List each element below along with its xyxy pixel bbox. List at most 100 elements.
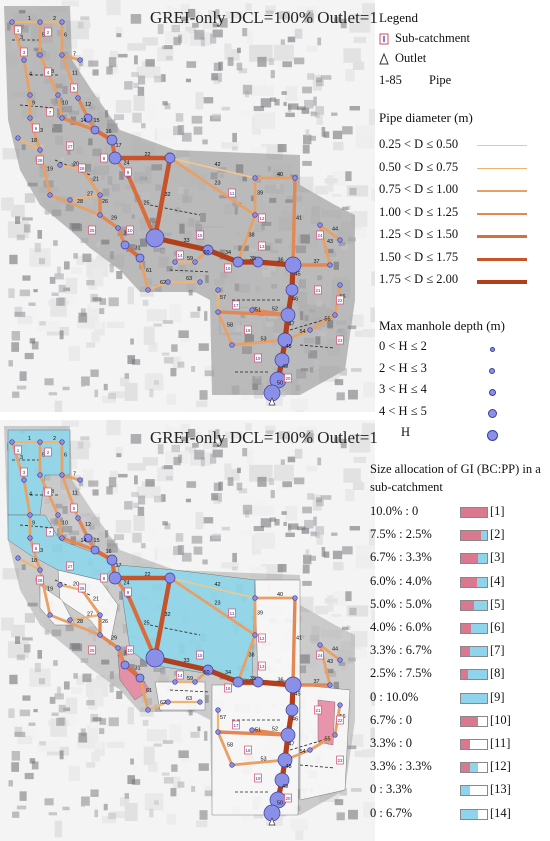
pipe-number-label: 12: [85, 102, 91, 108]
sub-catchment-id: 9: [127, 590, 130, 595]
sub-catchment-marker: [126, 645, 134, 655]
pipe-number-label: 45: [295, 272, 301, 278]
gi-class-row: 4.0% : 6.0% [6]: [370, 620, 540, 638]
pipe-number-label: 7: [73, 52, 76, 58]
gi-allocation-bar: [460, 553, 488, 565]
pipe-number-label: 60: [204, 670, 210, 676]
sub-catchment-id: 2: [47, 30, 50, 35]
sub-catchment-id: 21: [315, 288, 321, 293]
legend-item-pipe: 1-85 Pipe: [379, 73, 549, 91]
depth-class-row: 0 < H ≤ 2: [379, 339, 549, 357]
sub-catchment-marker: [258, 241, 266, 251]
pipe-number-label: 1: [28, 436, 31, 442]
bottom-map-panel: 1 2 3 4 5 6 7 8 9 10 11 12 13 14 15 16 17 18 19 20 21 22 23 24 2…: [0, 420, 550, 841]
manhole: [215, 729, 221, 735]
manhole: [67, 617, 73, 623]
manhole: [97, 632, 103, 638]
pipe-class-label: 1.75 < D ≤ 2.00: [379, 272, 459, 286]
sub-catchment-marker: [36, 575, 44, 585]
pipe: [146, 700, 170, 712]
pipe-number-label: 55: [325, 737, 331, 743]
pipe-class-swatch: [477, 280, 527, 284]
sub-catchment-id: 13: [259, 244, 265, 249]
manhole: [229, 762, 235, 768]
pp-fill: [476, 577, 487, 587]
pipe-number-label: 6: [64, 453, 67, 459]
manhole: [197, 279, 203, 285]
top-map[interactable]: 1 2 3 4 5 6 7 8 9 10 11 12 13 14 15 16 17 18 19 20 21 22 23 24 2…: [0, 0, 375, 412]
gi-class-id: [12]: [490, 759, 511, 774]
gi-class-id: [6]: [490, 620, 505, 634]
depth-class-label: 2 < H ≤ 3: [379, 360, 427, 375]
gi-class-id: [9]: [490, 689, 505, 704]
pipe-number-label: 19: [47, 167, 53, 173]
pipe-number-label: 3: [20, 455, 23, 461]
pp-fill: [474, 600, 487, 610]
sub-catchment-marker: [176, 670, 184, 680]
gi-class-id: [8]: [490, 666, 505, 681]
gi-allocation-bar: [460, 623, 488, 634]
pipe-number-label: 19: [47, 587, 53, 593]
pipe-number-label: 63: [186, 276, 192, 282]
pipe-number-label: 41: [296, 636, 302, 642]
pipe-number-label: 60: [204, 250, 210, 256]
manhole: [172, 679, 178, 685]
pipe-number-label: 36: [278, 678, 284, 684]
manhole: [332, 312, 338, 318]
pipe: [28, 536, 42, 572]
sub-catchment-id: 15: [197, 653, 203, 658]
sub-catchment-id: 12: [259, 636, 265, 641]
depth-class-label: H: [401, 425, 411, 439]
sub-catchment-id: 22: [337, 298, 343, 303]
pipe-class-label: 1.25 < D ≤ 1.50: [379, 227, 459, 241]
sub-catchment-marker: [100, 573, 108, 583]
manhole: [145, 707, 151, 713]
gi-class-id: [2]: [490, 527, 505, 542]
pipe-number-label: 12: [85, 522, 91, 528]
sub-catchment-marker: [124, 587, 132, 597]
pipe-number-label: 37: [314, 259, 320, 265]
sub-catchment-marker: [228, 608, 236, 618]
pipe-number-label: 38: [249, 233, 255, 239]
sub-catchment-id: 17: [233, 723, 239, 728]
gi-allocation-bar: [460, 692, 488, 704]
sub-catchment-id: 17: [233, 303, 239, 308]
pipe-class-row: 1.75 < D ≤ 2.00: [379, 272, 549, 290]
sub-catchment-id: 27: [67, 144, 73, 149]
sub-catchment-id: 8: [103, 576, 106, 581]
outlet-triangle-icon: [379, 53, 389, 65]
pipe-number-label: 41: [296, 216, 302, 222]
pipe-number-label: 47: [289, 742, 295, 748]
manhole: [108, 151, 122, 165]
sub-catchment-marker: [258, 661, 266, 671]
bottom-map[interactable]: 1 2 3 4 5 6 7 8 9 10 11 12 13 14 15 16 17 18 19 20 21 22 23 24 2…: [0, 420, 375, 841]
pipe-number-label: 2: [53, 16, 56, 22]
gi-subcatchment-fill: [317, 699, 336, 746]
pipe-number-label: 4: [29, 492, 32, 498]
sub-catchment-id: 16: [225, 266, 231, 271]
sub-catchment-id: 24: [317, 233, 323, 238]
pipe-number-label: 28: [77, 619, 83, 625]
manhole: [47, 192, 53, 198]
pipe-class-swatch: [477, 145, 527, 146]
subcatchment-markers: 1 234567891011121314151617181920212223242…: [14, 25, 344, 383]
manhole: [90, 545, 100, 555]
pipe-number-label: 62: [160, 280, 166, 286]
pipe-number-label: 14: [81, 538, 87, 544]
manhole: [97, 612, 103, 618]
manhole: [215, 287, 221, 293]
pipe-number-label: 26: [102, 619, 108, 625]
outlet-triangle-icon: [268, 817, 276, 826]
pipe-number-label: 54: [300, 749, 306, 755]
sub-catchment-id: 6: [35, 126, 38, 131]
manhole: [77, 477, 83, 483]
pipe: [291, 596, 297, 687]
gi-class-row: 6.7% : 0 [10]: [370, 713, 540, 731]
sub-catchment-id: 20: [285, 376, 291, 381]
pipe-number-label: 5: [42, 453, 45, 459]
pipe-number-label: 9: [32, 101, 35, 107]
manhole: [108, 571, 122, 585]
gi-class-label: 2.5% : 7.5%: [370, 666, 432, 681]
